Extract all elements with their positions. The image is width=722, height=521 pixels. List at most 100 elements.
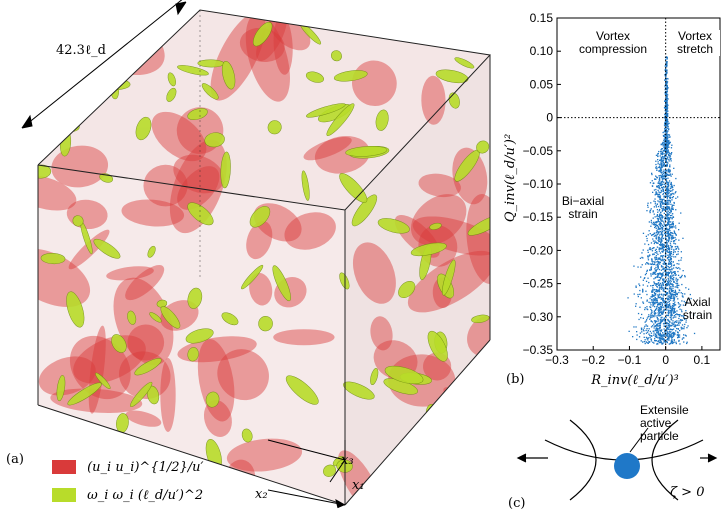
scatter-point: [668, 262, 670, 264]
scatter-point: [667, 222, 669, 225]
scatter-point: [645, 280, 648, 282]
scatter-point: [639, 257, 642, 259]
scatter-point: [667, 251, 670, 253]
scatter-point: [680, 276, 683, 278]
scatter-point: [657, 227, 660, 229]
scatter-point: [668, 219, 670, 222]
scatter-point: [659, 311, 661, 314]
scatter-point: [665, 272, 667, 274]
scatter-point: [668, 269, 670, 271]
scatter-point: [651, 311, 653, 314]
scatter-point: [670, 238, 673, 240]
scatter-point: [668, 305, 670, 307]
scatter-point: [662, 192, 665, 195]
scatter-point: [656, 334, 658, 336]
scatter-point: [682, 337, 684, 339]
scatter-point: [665, 157, 668, 160]
scatter-point: [655, 329, 657, 332]
scatter-point: [667, 186, 669, 188]
scatter-point: [664, 341, 666, 344]
scatter-point: [670, 286, 672, 288]
scatter-point: [653, 242, 655, 245]
scatter-point: [666, 201, 668, 203]
scatter-point: [661, 259, 664, 261]
scatter-point: [648, 341, 650, 343]
scatter-point: [671, 314, 673, 316]
scatter-point: [684, 293, 686, 295]
scatter-point: [663, 146, 665, 148]
scatter-point: [670, 259, 672, 261]
scatter-point: [655, 166, 657, 168]
scatter-point: [658, 303, 660, 305]
scatter-point: [669, 153, 671, 155]
scatter-point: [660, 335, 662, 338]
scatter-point: [667, 153, 670, 155]
scatter-point: [676, 283, 678, 285]
scatter-point: [660, 166, 662, 168]
scatter-point: [644, 308, 646, 311]
scatter-point: [651, 301, 653, 303]
scatter-point: [657, 296, 659, 298]
scatter-point: [669, 174, 671, 176]
scatter-point: [671, 205, 673, 208]
scatter-point: [667, 115, 669, 117]
scatter-point: [660, 238, 662, 240]
scatter-point: [656, 229, 658, 232]
scatter-point: [659, 322, 662, 325]
scatter-point: [673, 341, 675, 343]
scatter-point: [635, 305, 637, 307]
scatter-point: [675, 238, 677, 241]
scatter-point: [666, 223, 669, 225]
scatter-point: [660, 191, 662, 193]
scatter-point: [660, 232, 663, 234]
scatter-point: [635, 326, 637, 328]
scatter-point: [645, 341, 647, 343]
scatter-point: [656, 257, 658, 259]
scatter-point: [666, 297, 668, 299]
velocity-isosurface: [106, 266, 154, 281]
scatter-point: [652, 303, 654, 305]
scatter-point: [668, 170, 670, 172]
scatter-point: [666, 183, 668, 186]
scatter-point: [657, 290, 659, 293]
scatter-point: [652, 253, 654, 256]
scatter-point: [652, 238, 654, 240]
scatter-point: [669, 166, 671, 168]
scatter-point: [663, 309, 665, 311]
scatter-point: [639, 306, 641, 308]
scatter-point: [657, 182, 659, 184]
scatter-point: [659, 217, 661, 219]
scatter-point: [669, 312, 671, 314]
scatter-point: [669, 233, 671, 235]
scatter-point: [651, 261, 654, 263]
scatter-point: [647, 255, 649, 257]
scatter-point: [660, 309, 662, 311]
scatter-point: [669, 256, 672, 258]
scatter-point: [669, 221, 671, 223]
velocity-isosurface: [143, 164, 188, 207]
scatter-point: [664, 148, 666, 150]
scatter-point: [652, 191, 654, 193]
scatter-point: [656, 217, 659, 220]
scatter-point: [660, 259, 662, 262]
scatter-point: [656, 324, 658, 326]
scatter-point: [674, 314, 677, 316]
scatter-point: [665, 253, 667, 255]
scatter-point: [672, 324, 674, 326]
scatter-point: [654, 240, 656, 242]
scatter-point: [658, 335, 660, 337]
scatter-point: [663, 335, 665, 337]
scatter-point: [663, 339, 665, 342]
panel-c-extensile-particle: Extensile active particle ζ > 0 (c): [500, 380, 722, 517]
scatter-point: [665, 161, 668, 164]
scatter-point: [669, 201, 671, 203]
scatter-point: [660, 298, 662, 300]
scatter-point: [669, 187, 672, 189]
scatter-point: [666, 72, 668, 75]
scatter-point: [664, 65, 666, 67]
scatter-point: [649, 210, 651, 212]
scatter-point: [662, 297, 664, 300]
scatter-point: [669, 304, 671, 307]
vorticity-isosurface: [345, 145, 388, 157]
scatter-point: [657, 318, 659, 320]
